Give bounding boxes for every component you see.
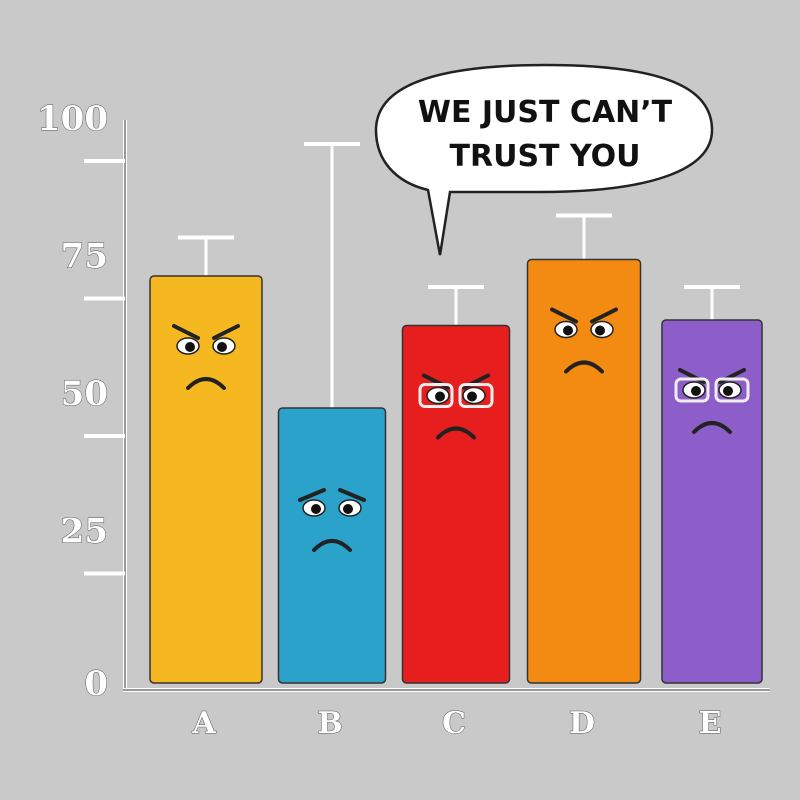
mouth <box>186 377 226 390</box>
face <box>674 368 750 434</box>
glasses-lens <box>674 377 710 403</box>
bar <box>526 258 642 684</box>
brow <box>172 324 200 340</box>
bar <box>661 319 763 684</box>
x-tick-label: A <box>191 706 216 741</box>
pupil <box>723 386 733 396</box>
mouth <box>312 539 352 552</box>
speech-bubble <box>374 63 714 256</box>
annotation-line: TRUST YOU <box>450 139 641 174</box>
face <box>298 488 366 552</box>
pupil <box>595 325 605 336</box>
bar <box>401 324 511 684</box>
mouth <box>692 421 732 434</box>
glasses-lens <box>418 383 454 408</box>
pupil <box>563 325 573 336</box>
y-tick-label: 25 <box>61 512 108 552</box>
y-tick-label: 50 <box>61 374 108 414</box>
y-tick-label: 75 <box>61 237 108 277</box>
pupil <box>217 342 227 352</box>
brow <box>550 307 578 324</box>
pupil <box>311 504 321 514</box>
pupil <box>343 504 353 514</box>
x-tick-label: B <box>317 706 342 741</box>
glasses-lens <box>714 377 750 403</box>
brow <box>590 307 618 324</box>
bar <box>277 407 387 684</box>
mouth <box>564 360 604 374</box>
brow <box>338 488 366 502</box>
x-tick-label: E <box>699 706 722 741</box>
face <box>172 324 240 390</box>
pupil <box>467 391 477 402</box>
x-tick-label: C <box>442 706 466 741</box>
face <box>550 307 618 374</box>
bar <box>149 275 263 684</box>
x-tick-label: D <box>569 706 595 741</box>
mouth <box>436 426 476 440</box>
glasses-lens <box>458 383 494 408</box>
pupil <box>435 391 445 402</box>
pupil <box>691 386 701 396</box>
y-tick-label: 100 <box>37 99 108 139</box>
y-tick-label: 0 <box>84 664 108 704</box>
annotation-line: WE JUST CAN’T <box>418 95 673 130</box>
pupil <box>185 342 195 352</box>
brow <box>212 324 240 340</box>
face <box>418 373 494 440</box>
brow <box>298 488 326 502</box>
